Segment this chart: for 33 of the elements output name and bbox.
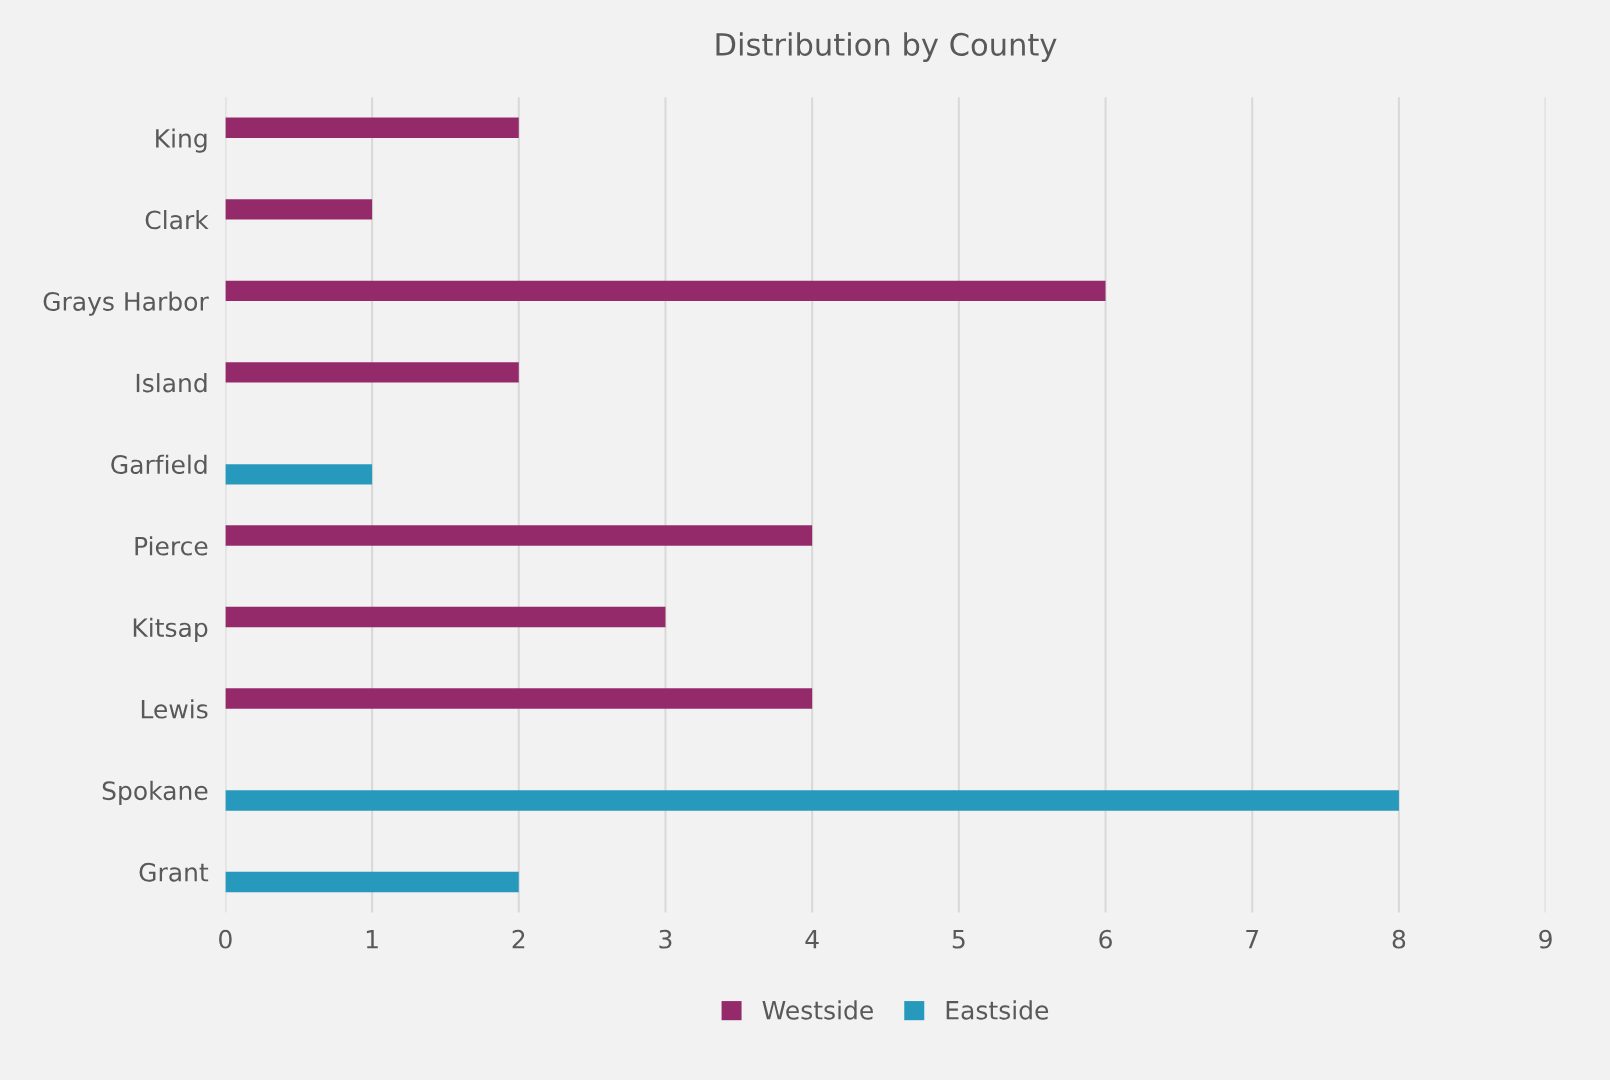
x-tick-label: 7 xyxy=(1246,930,1259,949)
y-tick-label: Pierce xyxy=(135,536,208,556)
y-tick-label: Kitsap xyxy=(133,617,208,642)
bar xyxy=(225,117,519,138)
bar xyxy=(225,464,373,485)
y-tick-label: Grant xyxy=(139,862,209,882)
x-tick-label: 3 xyxy=(659,929,672,949)
y-tick-label: Spokane xyxy=(102,780,208,805)
x-tick-label: 6 xyxy=(1099,929,1112,949)
legend-label: Eastside xyxy=(946,1000,1049,1020)
x-tick-label: 0 xyxy=(219,929,232,949)
bar xyxy=(225,871,519,893)
legend-label: Westside xyxy=(762,1000,873,1020)
bar xyxy=(225,362,519,383)
x-tick-label: 5 xyxy=(952,930,965,949)
x-tick-label: 1 xyxy=(366,930,378,949)
y-tick-label: Clark xyxy=(145,210,209,230)
y-tick-label: Garfield xyxy=(111,454,207,474)
y-tick-label: King xyxy=(156,128,207,153)
y-tick-label: Island xyxy=(136,373,207,393)
x-tick-label: 9 xyxy=(1539,929,1552,949)
y-tick-label: Lewis xyxy=(141,699,208,719)
bar xyxy=(225,688,813,709)
bar xyxy=(225,606,666,628)
bar xyxy=(225,525,813,546)
bar xyxy=(225,790,1399,811)
chart-title: Distribution by County xyxy=(716,32,1057,62)
bar xyxy=(225,280,1106,302)
x-tick-label: 4 xyxy=(805,930,819,949)
y-tick-label: Grays Harbor xyxy=(43,291,209,316)
bar xyxy=(225,199,373,220)
x-tick-label: 2 xyxy=(512,929,525,949)
x-tick-label: 8 xyxy=(1392,929,1406,949)
